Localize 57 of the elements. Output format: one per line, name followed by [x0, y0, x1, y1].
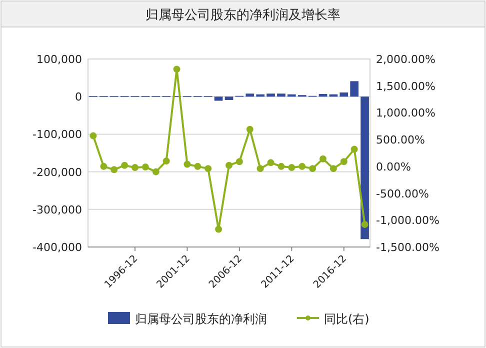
bar: [287, 94, 296, 97]
bar: [266, 94, 275, 97]
point: [226, 162, 232, 169]
point: [246, 126, 254, 133]
point: [330, 165, 337, 172]
point: [309, 165, 316, 172]
y2-tick-label: 1,500.00%: [376, 80, 436, 93]
point: [121, 162, 128, 169]
chart-title: 归属母公司股东的净利润及增长率: [146, 7, 340, 23]
point: [90, 132, 97, 140]
point: [100, 162, 108, 170]
y2-tick-label: -1,000.00%: [376, 214, 440, 228]
bar: [214, 96, 223, 101]
point: [110, 166, 118, 174]
point: [298, 162, 306, 170]
bar: [277, 94, 286, 97]
point: [361, 220, 368, 228]
point: [278, 162, 285, 170]
point: [340, 158, 348, 166]
y2-tick-label: 1,000.00%: [376, 106, 436, 120]
y-tick-label: -100,000: [32, 128, 82, 142]
y2-tick-label: -1,500.00%: [376, 241, 440, 254]
point: [256, 165, 264, 172]
point: [288, 164, 296, 172]
y-tick-label: -300,000: [32, 203, 82, 216]
point: [173, 66, 180, 73]
bar: [340, 92, 348, 97]
y-tick-label: -400,000: [32, 241, 82, 254]
y-tick-label: 0: [75, 90, 82, 104]
legend-label: 归属母公司股东的净利润: [135, 312, 267, 326]
point: [215, 226, 222, 233]
legend-label: 同比(右): [324, 312, 370, 326]
y2-tick-label: 0.00%: [376, 160, 411, 174]
legend: 归属母公司股东的净利润: [108, 312, 267, 326]
bar: [350, 81, 359, 97]
point: [204, 165, 212, 172]
bar: [318, 94, 328, 97]
point: [350, 146, 358, 153]
point: [236, 158, 243, 166]
bar: [360, 96, 369, 240]
point: [184, 160, 191, 168]
point: [162, 158, 170, 165]
y2-tick-label: 500.00%: [376, 134, 425, 147]
bar: [256, 94, 265, 97]
y2-tick-label: 2,000.00%: [376, 53, 436, 66]
bar: [246, 94, 254, 97]
y2-tick-label: -500.00%: [376, 187, 429, 200]
point: [320, 155, 326, 162]
point: [132, 164, 138, 172]
legend: 同比(右): [297, 312, 370, 326]
point: [267, 159, 274, 166]
bar: [224, 96, 234, 100]
y-tick-label: 100,000: [36, 53, 82, 66]
point: [142, 163, 149, 170]
y-tick-label: -200,000: [32, 166, 82, 179]
point: [194, 162, 202, 170]
point: [152, 168, 160, 176]
